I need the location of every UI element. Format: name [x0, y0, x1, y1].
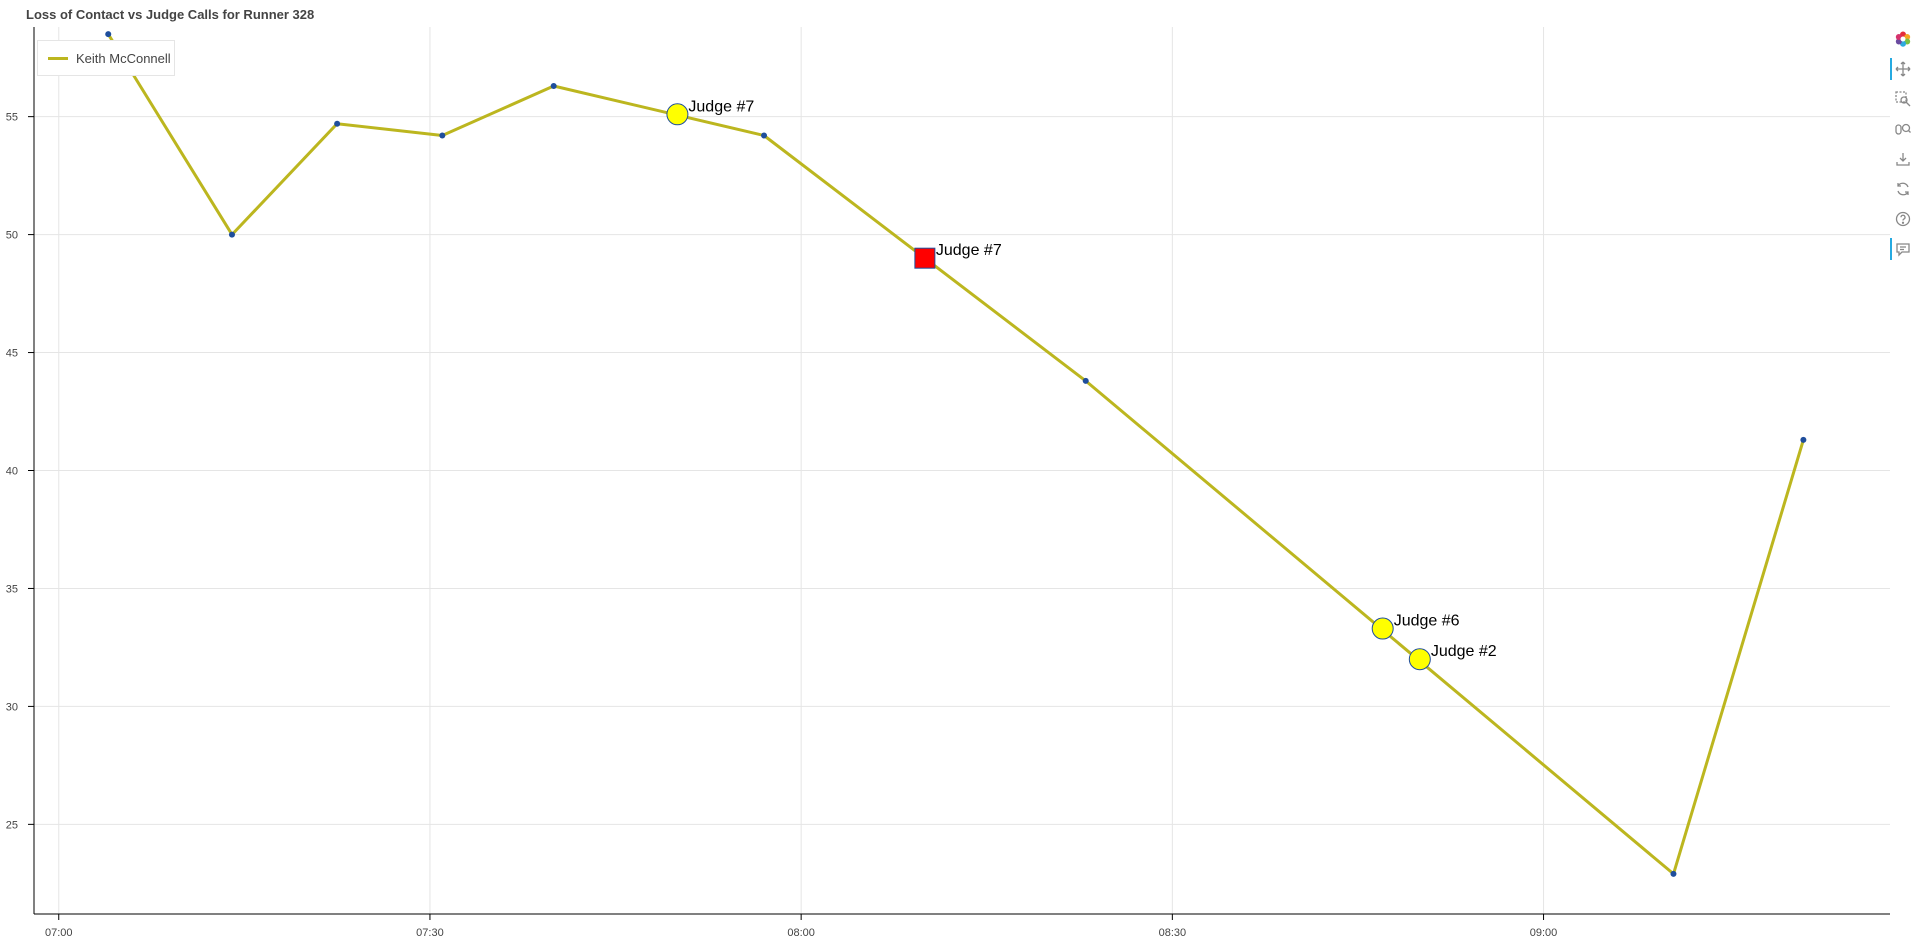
x-tick-label: 08:00: [787, 927, 815, 939]
wheel-zoom-tool-button[interactable]: [1888, 114, 1918, 144]
judge-call-label: Judge #7: [688, 98, 754, 115]
judge-call-label: Judge #2: [1431, 643, 1497, 660]
data-point: [761, 132, 768, 139]
data-point: [228, 231, 235, 238]
y-tick-label: 40: [6, 466, 18, 478]
pan-icon: [1895, 61, 1911, 77]
y-tick-label: 55: [6, 112, 18, 124]
x-tick-label: 09:00: [1530, 927, 1558, 939]
data-point: [1670, 870, 1677, 877]
series-layer: [105, 31, 1807, 877]
legend-swatch: [48, 56, 68, 60]
bokeh-logo-icon: [1895, 31, 1911, 47]
wheel-zoom-icon: [1895, 123, 1911, 135]
grid-lines: [34, 27, 1890, 914]
judge-call-marker-circle: [1408, 648, 1431, 671]
axes: 07:00 07:30 08:00 08:30 09:00 25 30 35 40 45 50 55: [6, 27, 1890, 939]
legend: Keith McConnell: [37, 40, 175, 76]
pan-tool-button[interactable]: [1888, 54, 1918, 84]
data-point: [1800, 436, 1807, 443]
y-tick-label: 45: [6, 348, 18, 360]
box-zoom-icon: [1895, 91, 1911, 107]
judge-call-label: Judge #6: [1394, 613, 1460, 630]
save-tool-button[interactable]: [1888, 144, 1918, 174]
y-tick-label: 25: [6, 819, 18, 831]
chart-title: Loss of Contact vs Judge Calls for Runne…: [26, 7, 315, 22]
annotation-layer: Judge #7 Judge #7 Judge #6 Judge #2: [666, 98, 1497, 671]
help-icon: [1895, 211, 1911, 227]
y-tick-label: 35: [6, 583, 18, 595]
data-point: [334, 120, 341, 127]
reset-icon: [1897, 182, 1909, 196]
hover-icon: [1896, 243, 1910, 257]
data-point: [550, 82, 557, 89]
x-tick-label: 08:30: [1159, 927, 1187, 939]
data-point: [439, 132, 446, 139]
legend-label[interactable]: Keith McConnell: [76, 50, 171, 66]
help-tool-button[interactable]: [1888, 204, 1918, 234]
data-point: [105, 31, 112, 38]
chart-toolbar: [1888, 24, 1918, 264]
y-tick-label: 30: [6, 701, 18, 713]
box-zoom-tool-button[interactable]: [1888, 84, 1918, 114]
save-icon: [1896, 153, 1910, 166]
judge-call-marker-square: [914, 247, 936, 269]
judge-call-marker-circle: [666, 103, 689, 126]
judge-call-marker-circle: [1371, 617, 1394, 640]
bokeh-logo[interactable]: [1888, 24, 1918, 54]
hover-tool-button[interactable]: [1888, 234, 1918, 264]
x-tick-label: 07:30: [416, 927, 444, 939]
data-point: [1082, 377, 1089, 384]
x-tick-label: 07:00: [45, 927, 73, 939]
judge-call-label: Judge #7: [936, 242, 1002, 259]
reset-tool-button[interactable]: [1888, 174, 1918, 204]
series-line: [106, 33, 1805, 876]
y-tick-label: 50: [6, 230, 18, 242]
